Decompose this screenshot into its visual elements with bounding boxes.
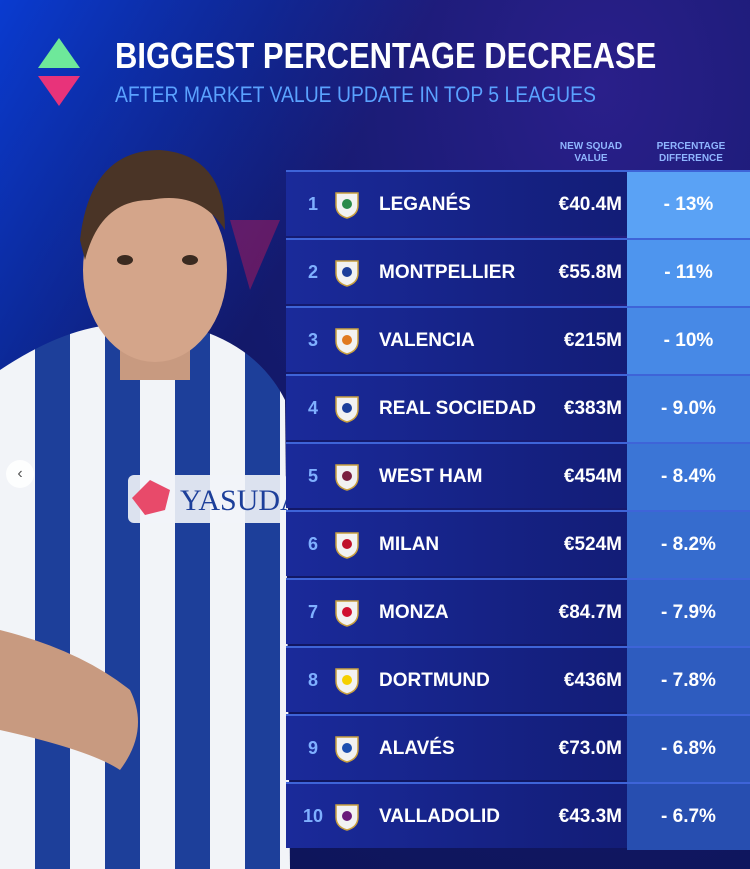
rank: 5 (307, 466, 318, 486)
column-header-pct: PERCENTAGE DIFFERENCE (656, 141, 726, 164)
table-row: 8 DORTMUND €436M - 7.8% (286, 646, 750, 714)
sponsor-logo: YASUDA (180, 484, 290, 517)
milan-crest-icon (335, 532, 359, 559)
real-sociedad-crest-icon (335, 396, 359, 423)
percentage-difference: - 10% (627, 308, 750, 374)
rank: 6 (307, 534, 318, 554)
table-row: 4 REAL SOCIEDAD €383M - 9.0% (286, 374, 750, 442)
squad-value: €40.4M (558, 194, 622, 215)
rank: 10 (302, 806, 324, 826)
percentage-difference: - 9.0% (627, 376, 750, 442)
rank: 9 (307, 738, 318, 758)
rank: 8 (307, 670, 318, 690)
leganes-crest-icon (335, 192, 359, 219)
table-row: 7 MONZA €84.7M - 7.9% (286, 578, 750, 646)
squad-value: €524M (563, 534, 622, 555)
team-name: VALLADOLID (379, 806, 501, 827)
table-row: 1 LEGANÉS €40.4M - 13% (286, 170, 750, 238)
table-row: 3 VALENCIA €215M - 10% (286, 306, 750, 374)
team-name: MILAN (379, 534, 440, 555)
percentage-difference: - 6.7% (627, 784, 750, 850)
percentage-difference: - 13% (627, 172, 750, 238)
valladolid-crest-icon (335, 804, 359, 831)
team-name: ALAVÉS (379, 738, 455, 759)
rank: 2 (307, 262, 318, 282)
chevron-left-icon: ‹ (17, 465, 23, 482)
rank: 7 (307, 602, 318, 622)
percentage-difference: - 8.4% (627, 444, 750, 510)
team-name: LEGANÉS (379, 194, 471, 215)
team-name: MONTPELLIER (379, 262, 516, 283)
alaves-crest-icon (335, 736, 359, 763)
page-subtitle: AFTER MARKET VALUE UPDATE IN TOP 5 LEAGU… (115, 82, 596, 107)
squad-value: €73.0M (558, 738, 622, 759)
rank: 4 (307, 398, 318, 418)
squad-value: €215M (563, 330, 622, 351)
squad-value: €55.8M (558, 262, 622, 283)
table-row: 2 MONTPELLIER €55.8M - 11% (286, 238, 750, 306)
team-name: DORTMUND (379, 670, 490, 691)
team-name: WEST HAM (379, 466, 483, 487)
squad-value: €436M (563, 670, 622, 691)
table-row: 9 ALAVÉS €73.0M - 6.8% (286, 714, 750, 782)
rank: 3 (307, 330, 318, 350)
squad-value: €43.3M (558, 806, 622, 827)
team-name: REAL SOCIEDAD (379, 398, 536, 419)
carousel-prev-button[interactable]: ‹ (6, 460, 34, 488)
up-down-triangles-icon (38, 38, 80, 106)
squad-value: €383M (563, 398, 622, 419)
montpellier-crest-icon (335, 260, 359, 287)
percentage-difference: - 7.8% (627, 648, 750, 714)
page-title: BIGGEST PERCENTAGE DECREASE (115, 35, 657, 76)
squad-value: €84.7M (558, 602, 622, 623)
squad-value: €454M (563, 466, 622, 487)
table-row: 10 VALLADOLID €43.3M - 6.7% (286, 782, 750, 850)
percentage-difference: - 7.9% (627, 580, 750, 646)
percentage-difference: - 8.2% (627, 512, 750, 578)
percentage-difference: - 11% (627, 240, 750, 306)
column-header-value: NEW SQUAD VALUE (559, 141, 623, 164)
valencia-crest-icon (335, 328, 359, 355)
west-ham-crest-icon (335, 464, 359, 491)
player-photo: YASUDA (0, 150, 290, 869)
table-row: 5 WEST HAM €454M - 8.4% (286, 442, 750, 510)
monza-crest-icon (335, 600, 359, 627)
rank: 1 (307, 194, 318, 214)
percentage-difference: - 6.8% (627, 716, 750, 782)
team-name: MONZA (379, 602, 449, 623)
team-name: VALENCIA (379, 330, 475, 351)
dortmund-crest-icon (335, 668, 359, 695)
table-row: 6 MILAN €524M - 8.2% (286, 510, 750, 578)
